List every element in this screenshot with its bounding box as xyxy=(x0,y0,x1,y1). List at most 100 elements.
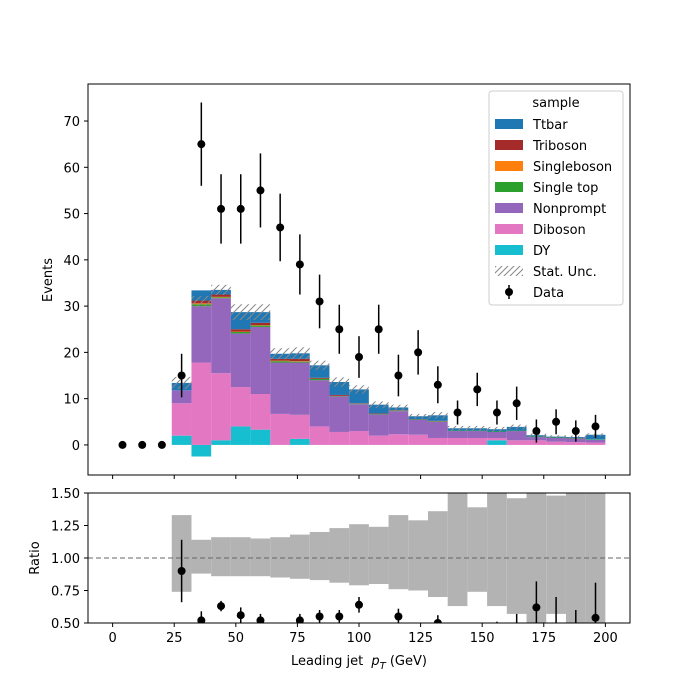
ratio-point xyxy=(177,567,186,575)
ratio-unc-band xyxy=(349,524,369,586)
bar-diboson xyxy=(565,442,586,445)
stat-unc-band xyxy=(270,348,291,360)
stat-unc-band xyxy=(309,360,330,370)
ratio-unc-band xyxy=(329,528,350,583)
stat-unc-band xyxy=(408,413,428,419)
ratio-xtick-label: 0 xyxy=(108,631,116,646)
bar-single-top xyxy=(250,325,271,327)
legend-swatch-diboson xyxy=(495,224,523,234)
bar-diboson xyxy=(526,440,547,445)
ratio-unc-band xyxy=(565,493,586,623)
data-point xyxy=(157,440,166,449)
main-ylabel: Events xyxy=(41,258,56,302)
bar-nonprompt xyxy=(270,362,291,414)
bar-single-top xyxy=(270,361,291,363)
stat-unc-band xyxy=(250,304,271,320)
data-point xyxy=(492,408,501,417)
bar-nonprompt xyxy=(230,333,251,388)
bar-triboson xyxy=(250,322,271,326)
bar-triboson xyxy=(309,377,330,379)
main-ytick-label: 40 xyxy=(63,254,80,269)
data-point xyxy=(552,417,561,426)
data-point xyxy=(473,385,482,394)
legend-data-marker xyxy=(505,288,513,296)
bar-dy xyxy=(171,435,192,445)
bar-dy xyxy=(211,440,231,445)
legend-label: Diboson xyxy=(533,223,586,238)
ratio-point xyxy=(295,616,304,623)
bar-ttbar xyxy=(191,290,212,301)
stat-unc-band xyxy=(191,295,212,308)
bar-single-top xyxy=(309,378,330,381)
stat-unc-band xyxy=(368,401,389,408)
stat-unc-band xyxy=(211,284,231,296)
stat-unc-band xyxy=(329,377,350,387)
bar-diboson xyxy=(427,437,448,445)
data-point xyxy=(433,380,442,389)
bar-nonprompt xyxy=(487,431,507,438)
ratio-unc-band xyxy=(250,538,271,577)
data-point xyxy=(118,440,127,449)
stat-unc-band xyxy=(388,404,409,411)
legend-title: sample xyxy=(532,96,579,111)
ratio-xtick-label: 100 xyxy=(347,631,372,646)
bar-diboson xyxy=(309,426,330,445)
bar-diboson xyxy=(546,441,566,445)
bar-triboson xyxy=(211,294,231,297)
ratio-unc-band xyxy=(211,537,231,577)
ratio-ytick-label: 0.75 xyxy=(51,585,80,600)
bar-nonprompt xyxy=(447,431,468,438)
bar-ttbar xyxy=(368,404,389,414)
ratio-xtick-label: 200 xyxy=(593,631,618,646)
bar-nonprompt xyxy=(211,298,231,374)
data-point xyxy=(256,186,265,195)
bar-diboson xyxy=(329,431,350,445)
stat-unc-band xyxy=(427,412,448,419)
legend-label: Nonprompt xyxy=(533,202,606,217)
data-point xyxy=(394,371,403,380)
data-point xyxy=(571,427,580,436)
ratio-point xyxy=(256,616,265,623)
bar-diboson xyxy=(290,414,310,439)
bar-diboson xyxy=(270,413,291,445)
ratio-unc-band xyxy=(230,537,251,577)
ratio-unc-band xyxy=(388,515,409,590)
ratio-unc-band xyxy=(447,493,468,607)
ratio-xtick-label: 150 xyxy=(470,631,495,646)
legend-swatch-single-top xyxy=(495,182,523,192)
bar-diboson xyxy=(388,434,409,445)
ratio-unc-band xyxy=(290,534,310,579)
legend-label: Ttbar xyxy=(532,118,568,133)
ratio-point xyxy=(572,632,580,640)
ratio-point xyxy=(315,612,324,621)
legend-swatch-singleboson xyxy=(495,161,523,171)
bar-nonprompt xyxy=(408,419,428,435)
main-plot-panel: 0 10 20 30 40 50 60 70 Events xyxy=(41,83,631,479)
data-point xyxy=(335,325,344,334)
data-point xyxy=(315,297,324,306)
bar-diboson xyxy=(467,437,488,445)
xlabel-main: Leading jet xyxy=(291,654,367,669)
ratio-point xyxy=(276,627,284,635)
legend-label: Stat. Unc. xyxy=(533,265,597,280)
bar-single-top xyxy=(290,361,310,363)
bar-nonprompt xyxy=(427,421,448,438)
ratio-xtick-label: 175 xyxy=(531,631,556,646)
main-ytick-label: 10 xyxy=(63,393,80,408)
ratio-ytick-label: 1.00 xyxy=(51,552,80,567)
ratio-ytick-label: 1.25 xyxy=(51,520,80,535)
ratio-unc-band xyxy=(408,520,428,591)
ratio-ytick-label: 0.50 xyxy=(51,617,80,632)
bar-diboson xyxy=(447,437,468,445)
ratio-point xyxy=(513,626,521,634)
data-point xyxy=(295,260,304,269)
data-point xyxy=(591,422,600,431)
legend-swatch-nonprompt xyxy=(495,203,523,213)
ratio-point xyxy=(375,627,383,635)
stat-unc-band xyxy=(290,347,310,360)
ratio-point xyxy=(217,602,226,611)
data-point xyxy=(197,140,206,149)
data-point xyxy=(236,204,245,213)
bar-diboson xyxy=(408,434,428,445)
ratio-point xyxy=(197,616,206,623)
